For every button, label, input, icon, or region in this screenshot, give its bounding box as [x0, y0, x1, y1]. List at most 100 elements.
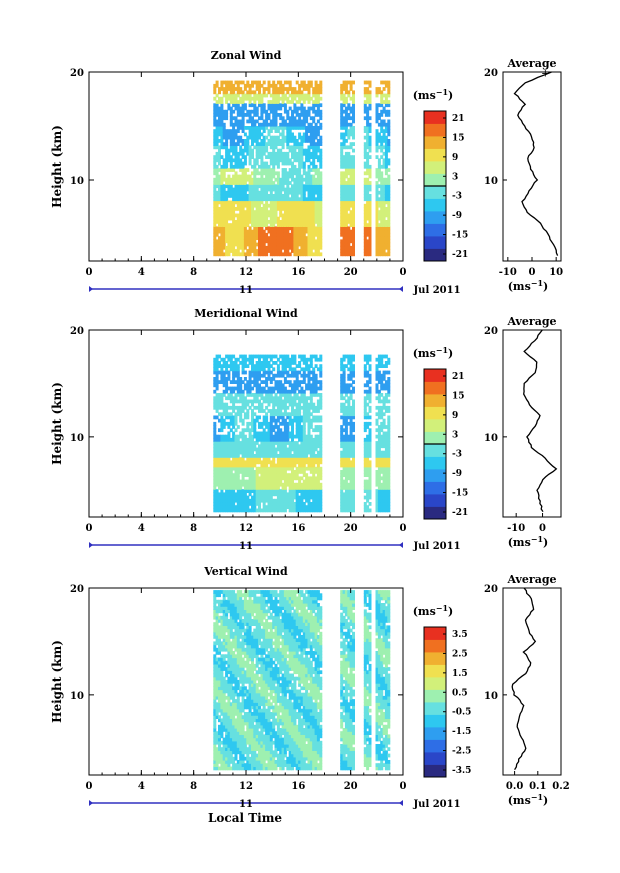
heatmap-cell — [283, 473, 287, 477]
heatmap-cell — [243, 486, 247, 490]
heatmap-cell — [274, 96, 278, 101]
heatmap-cell — [215, 245, 219, 250]
heatmap-cell — [281, 415, 285, 420]
heatmap-cell — [225, 161, 229, 166]
heatmap-cell — [258, 207, 261, 211]
heatmap-cell — [251, 463, 254, 468]
heatmap-cell — [262, 148, 266, 153]
heatmap-cell — [260, 155, 264, 159]
heatmap-cell — [229, 87, 233, 91]
heatmap-cell — [302, 177, 306, 182]
heatmap-cell — [305, 454, 309, 458]
heatmap-cell — [319, 96, 323, 101]
heatmap-cell — [283, 96, 287, 101]
heatmap-cell — [220, 181, 224, 185]
heatmap-cell — [295, 252, 299, 257]
heatmap-cell — [260, 132, 264, 137]
heatmap-cell — [234, 200, 238, 205]
heatmap-cell — [286, 370, 290, 375]
heatmap-cell — [349, 373, 353, 378]
heatmap-cell — [305, 383, 309, 388]
heatmap-cell — [251, 184, 254, 189]
heatmap-cell — [300, 223, 304, 227]
heatmap-cell — [269, 168, 273, 172]
heatmap-cell — [305, 450, 309, 455]
heatmap-cell — [291, 354, 294, 359]
heatmap-cell — [295, 122, 299, 127]
heatmap-cell — [218, 210, 221, 214]
heatmap-cell — [307, 249, 311, 253]
heatmap-cell — [319, 405, 323, 410]
heatmap-cell — [269, 476, 273, 481]
heatmap-cell — [246, 96, 250, 101]
heatmap-cell — [347, 441, 351, 445]
heatmap-cell — [220, 434, 224, 439]
heatmap-cell — [363, 80, 367, 85]
heatmap-cell — [265, 505, 269, 509]
heatmap-cell — [312, 158, 316, 163]
y-axis-label: Height (km) — [50, 125, 64, 208]
heatmap-cell — [288, 482, 292, 487]
heatmap-cell — [234, 213, 238, 218]
heatmap-cell — [347, 171, 351, 176]
heatmap-cell — [298, 383, 302, 388]
heatmap-cell — [262, 505, 266, 509]
heatmap-cell — [253, 239, 257, 244]
heatmap-cell — [291, 155, 294, 159]
heatmap-cell — [232, 177, 236, 182]
heatmap-cell — [366, 190, 370, 195]
heatmap-cell — [215, 155, 219, 159]
heatmap-cell — [241, 155, 245, 159]
heatmap-cell — [281, 357, 285, 362]
heatmap-cell — [281, 505, 285, 509]
heatmap-cell — [218, 90, 221, 95]
heatmap-cell — [375, 210, 379, 214]
heatmap-cell — [236, 479, 240, 484]
heatmap-cell — [288, 486, 292, 490]
heatmap-cell — [258, 466, 261, 471]
heatmap-cell — [272, 245, 276, 250]
heatmap-cell — [234, 229, 238, 234]
heatmap-cell — [298, 370, 302, 375]
heatmap-cell — [340, 239, 344, 244]
heatmap-cell — [352, 100, 355, 104]
heatmap-cell — [291, 421, 294, 426]
heatmap-cell — [279, 399, 283, 404]
heatmap-cell — [368, 239, 372, 244]
heatmap-cell — [246, 415, 250, 420]
heatmap-cell — [375, 194, 379, 198]
heatmap-cell — [239, 90, 243, 95]
heatmap-cell — [262, 444, 266, 449]
heatmap-cell — [363, 383, 367, 388]
heatmap-cell — [319, 161, 323, 166]
heatmap-cell — [300, 508, 304, 513]
heatmap-cell — [269, 236, 273, 240]
heatmap-cell — [265, 463, 269, 468]
heatmap-cell — [316, 106, 320, 111]
heatmap-cell — [314, 492, 318, 497]
heatmap-cell — [283, 161, 287, 166]
heatmap-cell — [274, 441, 278, 445]
heatmap-cell — [298, 126, 302, 130]
heatmap-cell — [314, 508, 318, 513]
heatmap-cell — [215, 151, 219, 156]
heatmap-cell — [309, 463, 313, 468]
heatmap-cell — [265, 145, 269, 150]
heatmap-cell — [227, 181, 231, 185]
heatmap-cell — [272, 151, 276, 156]
heatmap-cell — [234, 380, 238, 384]
heatmap-cell — [241, 450, 245, 455]
heatmap-cell — [269, 437, 273, 442]
heatmap-cell — [269, 357, 273, 362]
heatmap-cell — [232, 425, 236, 429]
heatmap-cell — [243, 106, 247, 111]
heatmap-cell — [281, 216, 285, 221]
heatmap-cell — [300, 122, 304, 127]
heatmap-cell — [253, 100, 257, 104]
heatmap-cell — [220, 377, 224, 381]
heatmap-cell — [307, 216, 311, 221]
heatmap-cell — [220, 450, 224, 455]
heatmap-cell — [368, 508, 372, 513]
heatmap-cell — [260, 396, 264, 401]
heatmap-cell — [276, 103, 280, 108]
